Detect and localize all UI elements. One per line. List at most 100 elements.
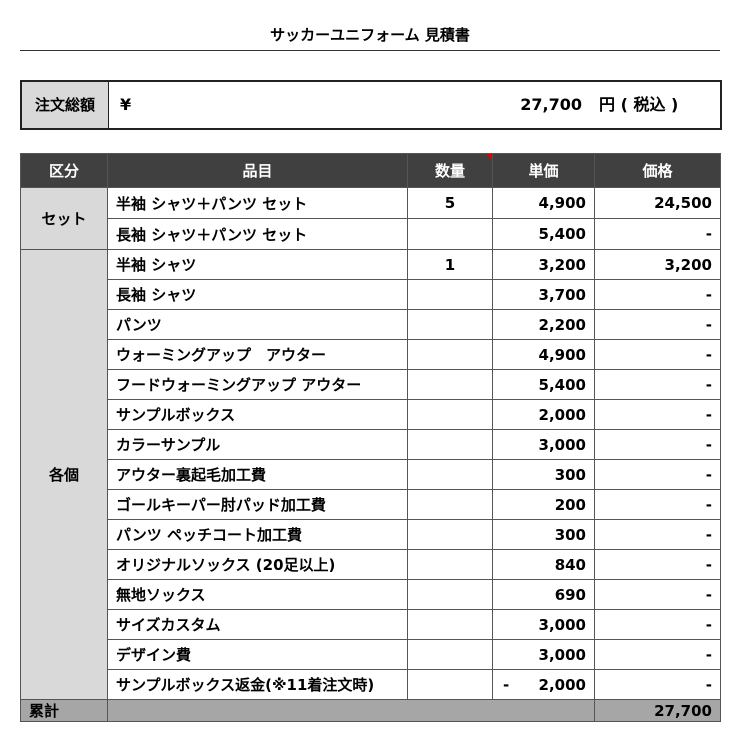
quantity: 5 [407, 187, 493, 219]
unit-price: 5,400 [492, 369, 595, 400]
item-row: 各個 半袖 シャツ 1 3,200 3,200 [20, 249, 721, 700]
title-rule [20, 50, 720, 51]
amount: - [594, 609, 721, 640]
quantity [407, 669, 493, 700]
price-value: 300 [554, 465, 586, 484]
item-name: アウター裏起毛加工費 [107, 459, 408, 490]
price-value: 3,700 [538, 285, 586, 304]
unit-price: 3,200 [492, 249, 595, 280]
item-row: パンツ 2,200- [21, 309, 721, 340]
group-label: 各個 [20, 249, 108, 700]
item-row: アウター裏起毛加工費 300- [21, 459, 721, 490]
column-header: 品目 [107, 153, 408, 188]
quantity [407, 369, 493, 400]
currency: ¥ [120, 95, 132, 114]
unit-price: 3,700 [492, 279, 595, 310]
price-value: 2,000 [538, 675, 586, 694]
amount: - [594, 549, 721, 580]
header-row: 区分 品目 数量 単価 価格 [20, 153, 721, 188]
amount: - [594, 279, 721, 310]
order-total: 注文総額 ¥ 27,700 円 ( 税込 ) [20, 80, 722, 130]
amount: - [594, 309, 721, 340]
unit-price: 3,000 [492, 429, 595, 460]
unit-price: 840 [492, 549, 595, 580]
column-header: 価格 [594, 153, 721, 188]
quantity [407, 519, 493, 550]
quantity [407, 549, 493, 580]
price-value: 5,400 [538, 375, 586, 394]
item-name: 無地ソックス [107, 579, 408, 610]
item-name: 長袖 シャツ [107, 279, 408, 310]
unit-price: 300 [492, 519, 595, 550]
column-header: 単価 [492, 153, 595, 188]
quantity [407, 429, 493, 460]
quantity: 1 [407, 249, 493, 280]
quantity [407, 279, 493, 310]
price-value: 4,900 [538, 194, 586, 212]
item-name: サンプルボックス返金(※11着注文時) [107, 669, 408, 700]
column-header: 区分 [20, 153, 108, 188]
amount: - [594, 429, 721, 460]
item-name: ゴールキーパー肘パッド加工費 [107, 489, 408, 520]
item-row: ウォーミングアップ アウター 4,900- [21, 339, 721, 370]
price-value: 3,000 [538, 435, 586, 454]
price-value: 2,000 [538, 405, 586, 424]
item-row: サンプルボックス返金(※11着注文時) -2,000- [21, 669, 721, 700]
unit-price: 5,400 [492, 218, 595, 250]
item-row: 長袖 シャツ＋パンツ セット 5,400- [21, 218, 721, 250]
order-total-suffix: 円 ( 税込 ) [599, 95, 679, 114]
item-row: フードウォーミングアップ アウター 5,400- [21, 369, 721, 400]
unit-price: 2,000 [492, 399, 595, 430]
group-label: セット [20, 187, 108, 250]
quantity [407, 609, 493, 640]
unit-price: 3,000 [492, 639, 595, 670]
item-name: 半袖 シャツ＋パンツ セット [107, 187, 408, 219]
item-name: ウォーミングアップ アウター [107, 339, 408, 370]
amount: - [594, 369, 721, 400]
quantity [407, 399, 493, 430]
quantity [407, 339, 493, 370]
item-row: ゴールキーパー肘パッド加工費 200- [21, 489, 721, 520]
item-name: フードウォーミングアップ アウター [107, 369, 408, 400]
footer-blank [107, 699, 595, 722]
unit-price: 690 [492, 579, 595, 610]
price-value: 5,400 [538, 225, 586, 243]
quantity [407, 309, 493, 340]
unit-price: 2,200 [492, 309, 595, 340]
item-row: 無地ソックス 690- [21, 579, 721, 610]
item-name: 半袖 シャツ [107, 249, 408, 280]
item-row: 長袖 シャツ 3,700- [21, 279, 721, 310]
order-total-label: 注文総額 [22, 82, 109, 128]
quantity [407, 218, 493, 250]
amount: - [594, 579, 721, 610]
item-name: サンプルボックス [107, 399, 408, 430]
quantity [407, 489, 493, 520]
amount: - [594, 459, 721, 490]
amount: - [594, 669, 721, 700]
price-value: 690 [554, 585, 586, 604]
footer-amount: 27,700 [594, 699, 721, 722]
unit-price: 3,000 [492, 609, 595, 640]
footer-row: 累計 27,700 [20, 699, 721, 722]
order-total-amount: 27,700 [520, 95, 582, 114]
price-value: 2,200 [538, 315, 586, 334]
unit-price: 4,900 [492, 339, 595, 370]
column-header: 数量 [407, 153, 493, 188]
item-row: サンプルボックス 2,000- [21, 399, 721, 430]
price-value: 3,200 [538, 255, 586, 274]
quantity [407, 579, 493, 610]
item-row: パンツ ペッチコート加工費 300- [21, 519, 721, 550]
item-name: 長袖 シャツ＋パンツ セット [107, 218, 408, 250]
price-value: 840 [554, 555, 586, 574]
item-name: サイズカスタム [107, 609, 408, 640]
unit-price: 4,900 [492, 187, 595, 219]
item-row: デザイン費 3,000- [21, 639, 721, 670]
amount: - [594, 489, 721, 520]
quantity [407, 639, 493, 670]
footer-label: 累計 [20, 699, 108, 722]
quantity [407, 459, 493, 490]
unit-price: - 2,000 [492, 669, 595, 700]
amount: - [594, 639, 721, 670]
price-value: 4,900 [538, 345, 586, 364]
